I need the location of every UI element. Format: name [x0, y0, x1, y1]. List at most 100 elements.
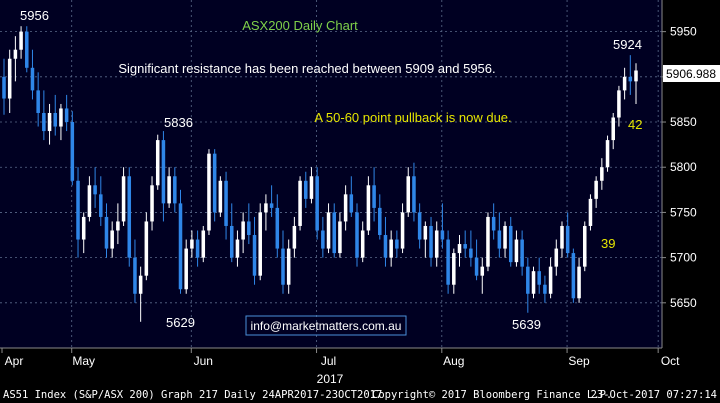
candle-body	[491, 216, 496, 231]
candle-body	[372, 185, 376, 208]
candle	[81, 212, 86, 254]
candle	[582, 221, 587, 272]
candle	[121, 167, 126, 226]
label-5924: 5924	[613, 37, 642, 52]
candle-body	[611, 117, 615, 141]
candle-body	[241, 221, 245, 240]
candle	[503, 221, 507, 258]
candle-body	[349, 194, 354, 213]
candle-body	[121, 176, 126, 222]
candle-body	[2, 76, 6, 99]
candle	[514, 230, 519, 267]
candle	[201, 225, 206, 263]
candles	[2, 26, 638, 322]
candle	[76, 167, 80, 258]
x-tick-label: Oct	[661, 354, 680, 368]
candle-body	[235, 239, 240, 258]
candle	[13, 36, 18, 82]
candle-body	[463, 244, 467, 249]
candle	[155, 134, 160, 190]
candle	[53, 94, 58, 136]
candle	[588, 194, 593, 231]
candle	[235, 230, 240, 267]
candle-body	[178, 203, 183, 290]
candle-body	[258, 212, 262, 276]
candle-body	[30, 67, 35, 91]
candle	[133, 239, 137, 303]
candle	[383, 216, 388, 267]
candle-body	[577, 266, 581, 299]
candle	[275, 194, 280, 258]
x-axis-ticks: Apr May Jun Jul Aug Sep Oct	[1, 348, 680, 368]
candle-body	[315, 176, 319, 231]
candle-body	[275, 207, 280, 249]
candle	[366, 176, 371, 236]
candle-body	[343, 194, 348, 222]
footer-index: AS51 Index (S&P/ASX 200) Graph 217 Daily…	[3, 389, 382, 401]
candle	[150, 176, 154, 231]
candle-body	[207, 153, 211, 231]
candle	[30, 49, 35, 100]
candle	[457, 235, 462, 267]
candle	[178, 189, 183, 294]
candle	[99, 176, 103, 226]
y-tick-label: 5800	[670, 160, 697, 174]
candle	[486, 212, 490, 272]
candle	[571, 248, 576, 303]
candle-body	[87, 185, 92, 217]
y-tick-label: 5700	[670, 251, 697, 265]
email-label: info@marketmatters.com.au	[251, 319, 402, 333]
candle-body	[184, 248, 188, 290]
candle-body	[600, 167, 604, 181]
candle-body	[503, 225, 507, 249]
candle	[2, 58, 6, 115]
candle-body	[264, 203, 268, 213]
candle	[42, 90, 46, 141]
candle-body	[281, 248, 285, 285]
candle	[628, 55, 633, 95]
candle	[252, 216, 257, 285]
candle-body	[167, 176, 171, 204]
candle	[497, 212, 502, 258]
footer-timestamp: 23-Oct-2017 07:27:14	[591, 389, 717, 401]
y-grid	[0, 31, 662, 304]
candle	[229, 203, 234, 263]
candle	[617, 85, 621, 127]
candle	[548, 257, 553, 299]
candle	[292, 216, 297, 258]
candle	[577, 257, 581, 303]
candle	[269, 185, 274, 217]
candle	[332, 203, 336, 258]
candle-body	[412, 176, 416, 213]
candle	[190, 230, 194, 258]
candle-body	[70, 122, 75, 181]
candle	[264, 194, 268, 231]
candle-body	[269, 203, 274, 208]
label-5956: 5956	[20, 8, 49, 23]
footer-bar	[0, 386, 720, 403]
y-tick-label: 5750	[670, 205, 697, 219]
candle	[241, 212, 245, 254]
resistance-note: Significant resistance has been reached …	[118, 61, 495, 76]
candle	[537, 257, 541, 294]
candle	[70, 111, 75, 186]
candle-body	[571, 253, 576, 299]
candle-body	[321, 230, 325, 249]
candle	[389, 230, 393, 267]
candle-body	[173, 176, 177, 204]
x-axis-year: 2017	[317, 372, 344, 386]
candle	[622, 67, 627, 100]
candle-body	[161, 140, 166, 204]
candle	[395, 230, 399, 258]
candle-body	[53, 112, 58, 127]
candle-body	[338, 221, 342, 254]
candle	[600, 158, 604, 190]
x-grid	[71, 0, 659, 348]
candle-body	[110, 230, 114, 249]
candle	[281, 230, 285, 294]
candle-body	[42, 112, 46, 132]
footer-copyright: Copyright© 2017 Bloomberg Finance L.P.	[372, 389, 612, 401]
candle	[326, 203, 331, 254]
candle-body	[47, 112, 52, 132]
